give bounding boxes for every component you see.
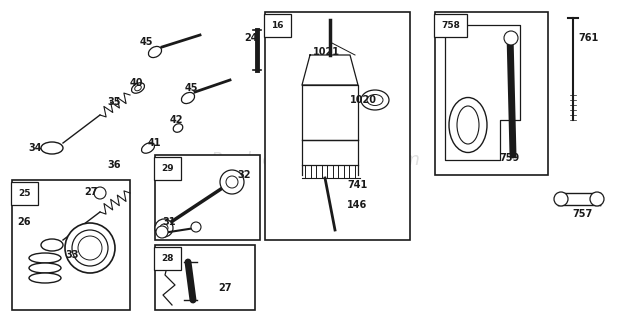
Circle shape xyxy=(554,192,568,206)
Text: 757: 757 xyxy=(572,209,592,219)
Bar xyxy=(155,245,255,310)
Text: 759: 759 xyxy=(499,153,520,163)
Text: 34: 34 xyxy=(28,143,42,153)
Text: 27: 27 xyxy=(218,283,231,293)
Bar xyxy=(155,155,260,240)
Ellipse shape xyxy=(449,98,487,153)
Circle shape xyxy=(162,258,172,268)
Ellipse shape xyxy=(367,94,383,106)
Circle shape xyxy=(590,192,604,206)
Text: 761: 761 xyxy=(578,33,598,43)
Text: 26: 26 xyxy=(17,217,30,227)
Ellipse shape xyxy=(131,83,144,93)
Text: 24: 24 xyxy=(244,33,257,43)
Text: 741: 741 xyxy=(347,180,367,190)
Ellipse shape xyxy=(41,239,63,251)
Text: 1021: 1021 xyxy=(313,47,340,57)
Text: 33: 33 xyxy=(65,250,79,260)
Text: 41: 41 xyxy=(148,138,161,148)
Text: 28: 28 xyxy=(161,254,174,263)
Text: 758: 758 xyxy=(441,21,460,30)
Circle shape xyxy=(160,224,168,232)
Ellipse shape xyxy=(41,142,63,154)
Circle shape xyxy=(155,219,173,237)
Circle shape xyxy=(226,176,238,188)
Text: 42: 42 xyxy=(170,115,184,125)
Bar xyxy=(265,12,410,240)
Circle shape xyxy=(156,226,168,238)
Text: 29: 29 xyxy=(161,164,174,173)
Ellipse shape xyxy=(65,223,115,273)
Circle shape xyxy=(220,170,244,194)
Ellipse shape xyxy=(78,236,102,260)
Ellipse shape xyxy=(141,143,154,153)
Text: 27: 27 xyxy=(84,187,97,197)
Text: 45: 45 xyxy=(140,37,154,47)
Ellipse shape xyxy=(457,106,479,144)
Ellipse shape xyxy=(182,92,195,104)
Text: eReplacementParts.com: eReplacementParts.com xyxy=(200,151,420,169)
Circle shape xyxy=(191,222,201,232)
Text: 35: 35 xyxy=(107,97,120,107)
Text: 32: 32 xyxy=(237,170,250,180)
Ellipse shape xyxy=(135,85,141,91)
Ellipse shape xyxy=(72,230,108,266)
Ellipse shape xyxy=(29,273,61,283)
Ellipse shape xyxy=(148,46,162,58)
Bar xyxy=(12,180,130,310)
Text: 25: 25 xyxy=(18,189,30,198)
Ellipse shape xyxy=(173,124,183,132)
Ellipse shape xyxy=(29,253,61,263)
Circle shape xyxy=(504,31,518,45)
Text: 31: 31 xyxy=(162,217,175,227)
Ellipse shape xyxy=(361,90,389,110)
Text: 36: 36 xyxy=(107,160,120,170)
Text: 16: 16 xyxy=(271,21,283,30)
Text: 45: 45 xyxy=(185,83,198,93)
Text: 1020: 1020 xyxy=(350,95,377,105)
Circle shape xyxy=(94,187,106,199)
Text: 40: 40 xyxy=(130,78,143,88)
Bar xyxy=(435,12,548,175)
Ellipse shape xyxy=(29,263,61,273)
Text: 146: 146 xyxy=(347,200,367,210)
